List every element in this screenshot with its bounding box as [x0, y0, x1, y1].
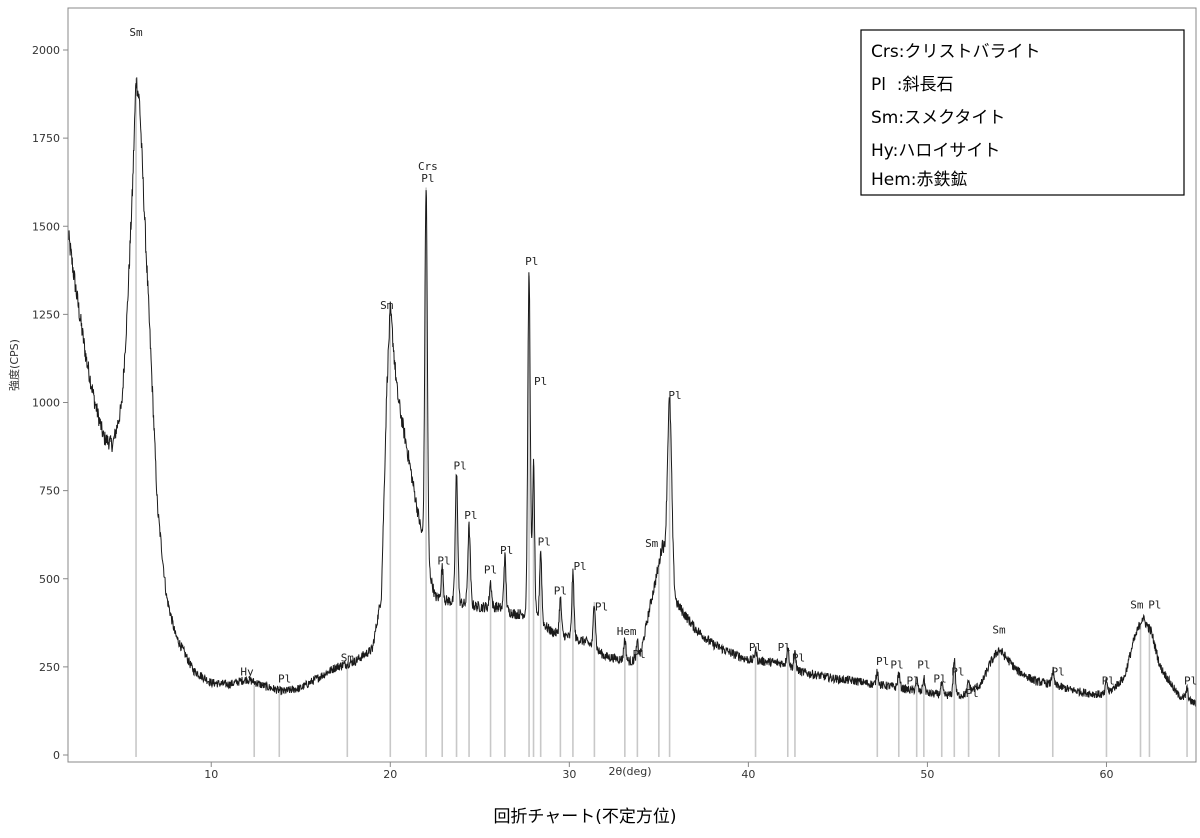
peak-label-pl: Pl: [966, 687, 979, 700]
y-tick-label: 500: [39, 573, 60, 586]
peak-label-pl: Pl: [437, 555, 450, 568]
y-tick-label: 1500: [32, 220, 60, 233]
peak-label-pl: Pl: [484, 563, 497, 576]
peak-label-crs: Crs: [418, 160, 438, 173]
y-tick-label: 2000: [32, 44, 60, 57]
peak-label-hem: Hem: [617, 625, 637, 638]
peak-label-pl: Pl: [890, 659, 903, 672]
peak-label-pl: Pl: [464, 509, 477, 522]
peak-label-pl: Pl: [633, 648, 646, 661]
peak-label-sm: Sm: [380, 299, 394, 312]
peak-label-sm: Sm: [992, 623, 1006, 636]
peak-label-pl: Pl: [525, 255, 538, 268]
legend-entry-hy: Hy:ハロイサイト: [871, 141, 1000, 161]
chart-caption: 回折チャート(不定方位): [493, 807, 676, 827]
peak-label-pl: Pl: [573, 560, 586, 573]
legend-box: Crs:クリストバライト Pl :斜長石 Sm:スメクタイト Hy:ハロイサイト…: [860, 29, 1185, 196]
legend-entry-crs: Crs:クリストバライト: [871, 42, 1040, 62]
peak-label-pl: Pl: [778, 641, 791, 654]
y-tick-label: 1000: [32, 397, 60, 410]
peak-label-sm: Sm: [1130, 599, 1144, 612]
y-axis-ticks: 0 250 500 750 1000 1250 1500 1750 2000: [32, 44, 68, 762]
reference-markers: [135, 78, 1188, 757]
peak-label-sm: Sm: [129, 26, 143, 39]
legend-entry-sm: Sm:スメクタイト: [871, 108, 1005, 128]
peak-label-pl: Pl: [278, 673, 291, 686]
x-axis-label: 2θ(deg): [608, 765, 651, 778]
peak-label-pl: Pl: [595, 600, 608, 613]
x-tick-label: 60: [1099, 768, 1113, 781]
peak-label-pl: Pl: [1102, 675, 1115, 688]
peak-label-pl: Pl: [538, 535, 551, 548]
peak-label-pl: Pl: [1148, 599, 1161, 612]
y-tick-label: 750: [39, 485, 60, 498]
peak-label-pl: Pl: [906, 675, 919, 688]
peak-label-pl: Pl: [876, 655, 889, 668]
x-tick-label: 30: [562, 768, 576, 781]
peak-label-pl: Pl: [917, 659, 930, 672]
peak-label-pl: Pl: [933, 673, 946, 686]
x-axis-ticks: 10 20 30 40 50 60: [204, 762, 1113, 781]
peak-label-pl: Pl: [1184, 675, 1197, 688]
intensity-trace: [67, 77, 1197, 707]
y-tick-label: 1250: [32, 308, 60, 321]
y-tick-label: 250: [39, 661, 60, 674]
peak-label-pl: Pl: [951, 666, 964, 679]
legend-frame: [860, 29, 1185, 196]
peak-label-pl: Pl: [453, 459, 466, 472]
x-tick-label: 50: [920, 768, 934, 781]
peak-label-pl: Pl: [749, 641, 762, 654]
x-tick-label: 20: [383, 768, 397, 781]
peak-label-pl: Pl: [668, 389, 681, 402]
peak-label-sm: Sm: [645, 537, 659, 550]
y-tick-label: 0: [53, 749, 60, 762]
peak-label-pl: Pl: [1052, 666, 1065, 679]
peak-label-pl: Pl: [792, 652, 805, 665]
y-tick-label: 1750: [32, 132, 60, 145]
peak-label-sm: Sm: [341, 652, 355, 665]
peak-label-pl: Pl: [554, 585, 567, 598]
peak-label-pl: Pl: [534, 375, 547, 388]
peak-label-pl: Pl: [421, 172, 434, 185]
peak-label-pl: Pl: [500, 544, 513, 557]
peak-labels: SmHyPlSmSmCrsPlPlPlPlPlPlPlPlPlPlPlPlHem…: [129, 26, 1197, 700]
x-tick-label: 40: [741, 768, 755, 781]
legend-entry-hem: Hem:赤鉄鉱: [871, 170, 968, 190]
plot-frame: [67, 7, 1197, 763]
legend-entry-pl: Pl :斜長石: [871, 75, 954, 95]
peak-label-hy: Hy: [240, 666, 254, 679]
x-tick-label: 10: [204, 768, 218, 781]
y-axis-label: 強度(CPS): [7, 339, 21, 391]
